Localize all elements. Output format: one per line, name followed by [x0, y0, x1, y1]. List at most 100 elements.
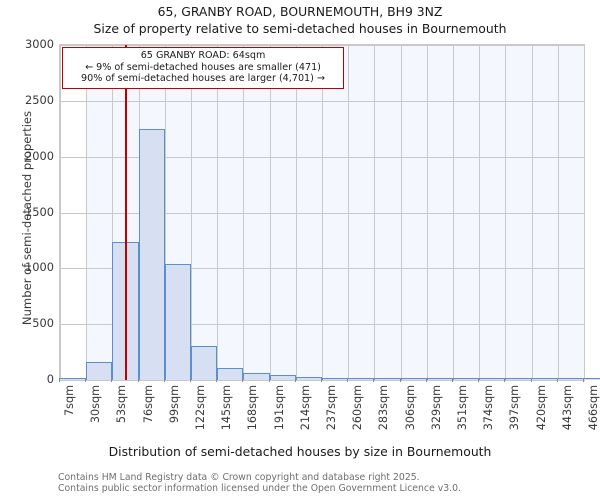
- histogram-bar: [427, 378, 453, 380]
- histogram-bar: [584, 378, 600, 380]
- x-axis-tick-label: 145sqm: [220, 385, 234, 431]
- x-axis-tick-label: 168sqm: [246, 385, 260, 431]
- y-axis-tick-label: 2000: [25, 148, 54, 163]
- y-axis-tick-label: 1500: [25, 204, 54, 219]
- annotation-callout: 65 GRANBY ROAD: 64sqm ← 9% of semi-detac…: [62, 47, 344, 89]
- gridline-vertical: [60, 45, 61, 380]
- x-axis-tick-label: 122sqm: [194, 385, 207, 431]
- histogram-bar: [165, 264, 191, 380]
- histogram-bar: [60, 378, 86, 380]
- gridline-vertical: [479, 45, 480, 380]
- gridline-vertical: [532, 45, 533, 380]
- gridline-vertical: [191, 45, 192, 380]
- gridline-vertical: [558, 45, 559, 380]
- histogram-bar: [532, 378, 558, 380]
- x-axis-tick-mark: [557, 378, 558, 382]
- x-axis-tick-label: 397sqm: [508, 385, 522, 431]
- x-axis-tick-mark: [242, 378, 243, 382]
- histogram-bar: [401, 378, 427, 380]
- page-title: 65, GRANBY ROAD, BOURNEMOUTH, BH9 3NZ: [157, 4, 443, 19]
- gridline-vertical: [270, 45, 271, 380]
- gridline-vertical: [427, 45, 428, 380]
- chart-subtitle: Size of property relative to semi-detach…: [93, 21, 507, 36]
- gridline-vertical: [86, 45, 87, 380]
- x-axis-tick-mark: [373, 378, 374, 382]
- gridline-vertical: [584, 45, 585, 380]
- histogram-bar: [139, 128, 165, 380]
- annotation-line-1: 65 GRANBY ROAD: 64sqm: [140, 50, 266, 61]
- histogram-bar: [270, 374, 296, 380]
- gridline-vertical: [505, 45, 506, 380]
- gridline-vertical: [217, 45, 218, 380]
- x-axis-tick-label: 466sqm: [587, 385, 600, 431]
- histogram-bar: [217, 367, 243, 380]
- histogram-bar: [479, 378, 505, 380]
- x-axis-tick-label: 7sqm: [63, 385, 76, 416]
- histogram-bar: [296, 377, 322, 380]
- x-axis-tick-mark: [85, 378, 86, 382]
- y-axis-ticks: 0 500 1000 1500 2000 2500 3000: [0, 0, 54, 500]
- histogram-bar: [322, 378, 348, 380]
- x-axis-tick-mark: [269, 378, 270, 382]
- histogram-bar: [505, 378, 532, 380]
- x-axis-ticks: 7sqm 30sqm 53sqm 76sqm 99sqm 122sqm 145sqm 168s…: [59, 378, 600, 442]
- x-axis-tick-mark: [59, 378, 60, 382]
- attribution-footer: Contains HM Land Registry data © Crown c…: [58, 472, 461, 494]
- histogram-bar: [348, 378, 374, 380]
- histogram-bar: [374, 378, 401, 380]
- x-axis-tick-label: 237sqm: [325, 385, 338, 431]
- property-size-marker-line: [124, 45, 127, 380]
- x-axis-tick-mark: [478, 378, 479, 382]
- x-axis-tick-mark: [164, 378, 165, 382]
- y-axis-tick-label: 3000: [25, 37, 54, 51]
- footer-line-2: Contains public sector information licen…: [58, 483, 461, 494]
- y-axis-tick-label: 500: [32, 316, 54, 331]
- histogram-bar: [453, 378, 479, 380]
- x-axis-tick-label: 76sqm: [141, 385, 155, 424]
- x-axis-tick-mark: [321, 378, 322, 382]
- x-axis-tick-mark: [400, 378, 401, 382]
- chart-title-block: 65, GRANBY ROAD, BOURNEMOUTH, BH9 3NZ Si…: [0, 4, 600, 37]
- y-axis-tick-label: 1000: [25, 260, 54, 275]
- y-axis-tick-label: 0: [46, 372, 54, 386]
- gridline-vertical: [296, 45, 297, 380]
- annotation-line-3: 90% of semi-detached houses are larger (…: [81, 73, 325, 84]
- gridline-vertical: [348, 45, 349, 380]
- x-axis-tick-mark: [295, 378, 296, 382]
- x-axis-tick-label: 374sqm: [482, 385, 496, 431]
- histogram-bar: [191, 345, 217, 380]
- gridline-vertical: [112, 45, 113, 380]
- x-axis-tick-label: 283sqm: [377, 385, 391, 431]
- gridline-vertical: [322, 45, 323, 380]
- x-axis-tick-label: 30sqm: [89, 385, 103, 424]
- histogram-bar: [86, 362, 112, 380]
- gridline-vertical: [243, 45, 244, 380]
- x-axis-tick-mark: [347, 378, 348, 382]
- y-axis-tick-label: 2500: [25, 92, 54, 107]
- x-axis-tick-label: 329sqm: [429, 385, 443, 431]
- x-axis-tick-label: 99sqm: [167, 385, 181, 424]
- gridline-vertical: [401, 45, 402, 380]
- x-axis-tick-mark: [111, 378, 112, 382]
- x-axis-tick-mark: [138, 378, 139, 382]
- x-axis-tick-label: 53sqm: [115, 385, 129, 424]
- footer-line-1: Contains HM Land Registry data © Crown c…: [58, 472, 420, 483]
- x-axis-tick-mark: [216, 378, 217, 382]
- gridline-vertical: [165, 45, 166, 380]
- y-axis-label: Number of semi-detached properties: [20, 110, 34, 326]
- x-axis-tick-mark: [583, 378, 584, 382]
- x-axis-tick-label: 351sqm: [456, 385, 469, 431]
- x-axis-tick-label: 306sqm: [403, 385, 417, 431]
- plot-area: [59, 44, 600, 381]
- x-axis-tick-mark: [426, 378, 427, 382]
- x-axis-tick-mark: [190, 378, 191, 382]
- x-axis-tick-label: 191sqm: [272, 385, 286, 431]
- histogram-bar: [243, 373, 270, 380]
- x-axis-tick-label: 443sqm: [560, 385, 574, 431]
- gridline-vertical: [374, 45, 375, 380]
- x-axis-tick-label: 420sqm: [534, 385, 548, 431]
- x-axis-label: Distribution of semi-detached houses by …: [108, 444, 492, 459]
- x-axis-tick-mark: [504, 378, 505, 382]
- x-axis-tick-label: 260sqm: [351, 385, 365, 431]
- x-axis-tick-mark: [452, 378, 453, 382]
